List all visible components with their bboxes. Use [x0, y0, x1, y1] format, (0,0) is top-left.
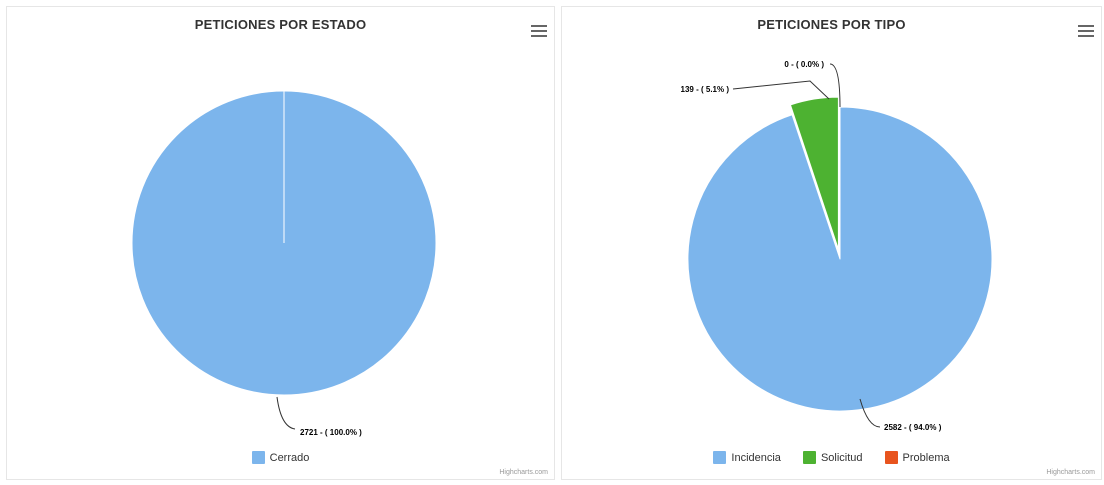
chart-panel-estado: PETICIONES POR ESTADO 2721 - ( 100.0% ) … — [6, 6, 555, 480]
legend-item-incidencia[interactable]: Incidencia — [713, 451, 781, 464]
pie-chart-estado: 2721 - ( 100.0% ) — [131, 90, 437, 437]
legend: Cerrado — [7, 451, 554, 464]
label-connector — [276, 396, 296, 430]
chart-panel-tipo: PETICIONES POR TIPO 2582 - ( 94.0% ) 139 … — [561, 6, 1102, 480]
label-connector — [732, 80, 830, 100]
data-label: 2721 - ( 100.0% ) — [300, 428, 362, 437]
legend-swatch — [251, 451, 265, 464]
label-connector — [829, 63, 841, 108]
credits-link[interactable]: Highcharts.com — [1046, 469, 1095, 476]
legend-swatch — [713, 451, 727, 464]
pie-slice-incidencia[interactable] — [687, 106, 993, 412]
legend-swatch — [802, 451, 816, 464]
data-label: 139 - ( 5.1% ) — [681, 85, 730, 94]
legend-label: Cerrado — [269, 451, 310, 464]
legend-label: Incidencia — [731, 451, 781, 464]
legend-item-solicitud[interactable]: Solicitud — [802, 451, 863, 464]
chart-title: PETICIONES POR ESTADO — [194, 17, 367, 32]
pie-chart-tipo: 2582 - ( 94.0% ) 139 - ( 5.1% ) 0 - ( 0.0%… — [681, 60, 993, 432]
legend-label: Problema — [902, 451, 950, 464]
credits-link[interactable]: Highcharts.com — [499, 469, 548, 476]
legend: Incidencia Solicitud Problema — [562, 451, 1101, 464]
label-connector — [859, 398, 881, 428]
legend-item-problema[interactable]: Problema — [884, 451, 950, 464]
pie-slice-solicitud[interactable] — [789, 96, 839, 250]
legend-swatch — [884, 451, 898, 464]
data-label: 0 - ( 0.0% ) — [784, 60, 824, 69]
legend-item-cerrado[interactable]: Cerrado — [251, 451, 310, 464]
context-menu-icon[interactable] — [1078, 25, 1094, 37]
chart-title: PETICIONES POR TIPO — [757, 17, 906, 32]
legend-label: Solicitud — [820, 451, 863, 464]
context-menu-icon[interactable] — [531, 25, 547, 37]
data-label: 2582 - ( 94.0% ) — [884, 423, 942, 432]
